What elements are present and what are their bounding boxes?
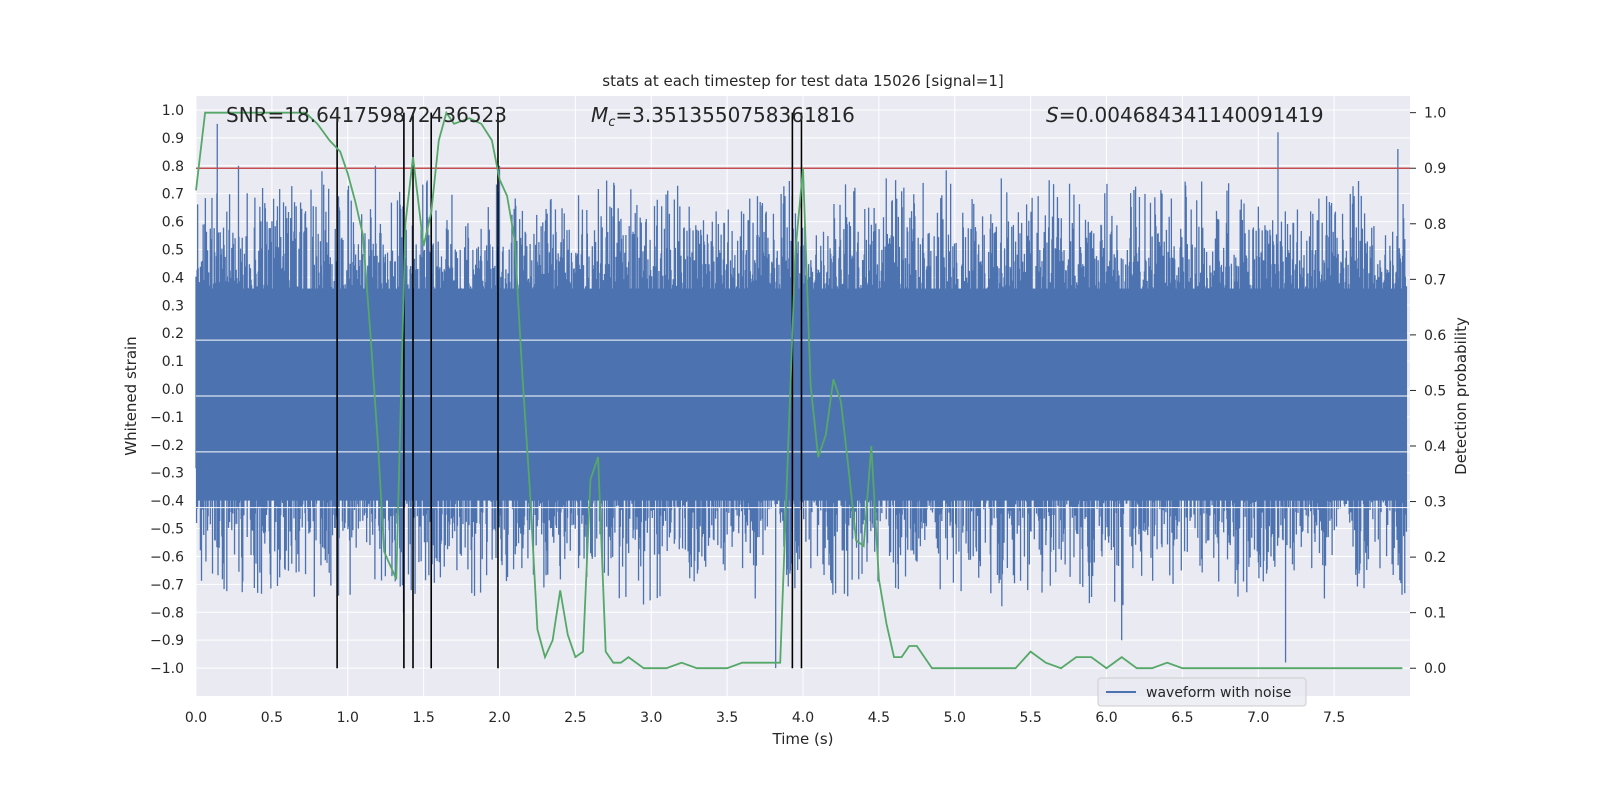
x-tick-label: 7.0 (1247, 710, 1269, 726)
x-tick-label: 5.0 (944, 710, 966, 726)
y2-tick-label: 0.1 (1424, 606, 1446, 622)
y2-axis-label: Detection probability (1452, 317, 1470, 475)
x-tick-label: 6.0 (1095, 710, 1117, 726)
y-axis-ticks: 1.0 0.9 0.8 0.7 0.6 0.5 0.4 0.3 0.2 0.1 0.0 −0.1 −0.… (150, 103, 184, 677)
y-tick-label: −0.1 (150, 410, 184, 426)
x-tick-label: 2.5 (564, 710, 586, 726)
y2-tick-label: 1.0 (1424, 106, 1446, 122)
legend-box (1097, 677, 1307, 707)
y-tick-label: 0.4 (162, 270, 184, 286)
x-tick-label: 4.0 (792, 710, 814, 726)
y-tick-label: −0.5 (150, 522, 184, 538)
y-tick-label: 1.0 (162, 103, 184, 119)
y2-tick-label: 0.6 (1424, 328, 1446, 344)
y-tick-label: −0.2 (150, 438, 184, 454)
y-tick-label: −0.6 (150, 549, 184, 565)
x-tick-label: 5.5 (1019, 710, 1041, 726)
x-tick-label: 1.5 (412, 710, 434, 726)
x-tick-label: 1.0 (337, 710, 359, 726)
x-tick-label: 3.0 (640, 710, 662, 726)
y-tick-label: 0.2 (162, 326, 184, 342)
y2-tick-label: 0.2 (1424, 550, 1446, 566)
chart-title: stats at each timestep for test data 150… (602, 72, 1003, 90)
x-tick-label: 0.0 (185, 710, 207, 726)
y2-tick-label: 0.4 (1424, 439, 1446, 455)
y2-axis-ticks: 1.0 0.9 0.8 0.7 0.6 0.5 0.4 0.3 0.2 0.1 0.0 (1410, 106, 1446, 677)
y2-tick-label: 0.9 (1424, 161, 1446, 177)
y-tick-label: 0.5 (162, 242, 184, 258)
y-tick-label: 0.0 (162, 382, 184, 398)
y-tick-label: −0.7 (150, 577, 184, 593)
y-tick-label: 0.9 (162, 131, 184, 147)
y2-tick-label: 0.5 (1424, 383, 1446, 399)
chirp-mass-annotation: Mc=3.3513550758361816 (591, 103, 855, 130)
y2-tick-label: 0.7 (1424, 272, 1446, 288)
y2-tick-label: 0.0 (1424, 661, 1446, 677)
x-axis-ticks: 0.0 0.5 1.0 1.5 2.0 2.5 3.0 3.5 4.0 4.5 5.0 5.5 6.0 6… (185, 710, 1345, 726)
x-tick-label: 3.5 (716, 710, 738, 726)
x-tick-label: 4.5 (868, 710, 890, 726)
y-tick-label: −1.0 (150, 661, 184, 677)
y-tick-label: −0.9 (150, 633, 184, 649)
snr-annotation: SNR=18.641759872436523 (226, 103, 507, 127)
y-tick-label: 0.8 (162, 159, 184, 175)
x-axis-label: Time (s) (772, 730, 834, 748)
y-tick-label: 0.1 (162, 354, 184, 370)
x-tick-label: 0.5 (261, 710, 283, 726)
x-tick-label: 6.5 (1171, 710, 1193, 726)
legend: waveform with noise (1097, 677, 1307, 707)
y-tick-label: 0.3 (162, 298, 184, 314)
x-tick-label: 2.0 (488, 710, 510, 726)
y2-tick-label: 0.3 (1424, 495, 1446, 511)
legend-label: waveform with noise (1146, 685, 1291, 701)
y-axis-label: Whitened strain (122, 336, 140, 455)
y-tick-label: 0.6 (162, 215, 184, 231)
y2-tick-label: 0.8 (1424, 217, 1446, 233)
x-tick-label: 7.5 (1323, 710, 1345, 726)
detection-probability-line (195, 110, 1403, 670)
s-annotation: S=0.004684341140091419 (1046, 103, 1324, 127)
y-tick-label: −0.4 (150, 494, 184, 510)
y-tick-label: 0.7 (162, 187, 184, 203)
y-tick-label: −0.8 (150, 605, 184, 621)
y-tick-label: −0.3 (150, 466, 184, 482)
